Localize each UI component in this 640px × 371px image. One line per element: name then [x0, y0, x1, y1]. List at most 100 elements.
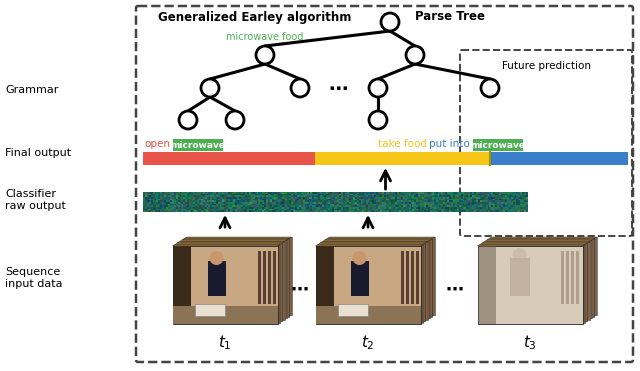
- Circle shape: [406, 46, 424, 64]
- Polygon shape: [320, 242, 428, 243]
- Bar: [410, 251, 413, 304]
- Bar: [561, 251, 563, 304]
- Bar: [415, 251, 419, 304]
- Polygon shape: [592, 239, 594, 318]
- Text: open: open: [144, 139, 170, 149]
- Text: ⋯: ⋯: [446, 281, 464, 299]
- Polygon shape: [430, 239, 432, 318]
- Polygon shape: [325, 239, 432, 240]
- Circle shape: [353, 251, 367, 265]
- Text: Final output: Final output: [5, 148, 71, 158]
- Circle shape: [179, 111, 197, 129]
- Bar: [173, 246, 278, 324]
- Polygon shape: [587, 242, 589, 321]
- Bar: [330, 237, 435, 315]
- Text: put into: put into: [429, 139, 470, 149]
- Bar: [315, 152, 490, 165]
- Text: $t_2$: $t_2$: [361, 334, 375, 352]
- Bar: [490, 152, 628, 165]
- Polygon shape: [428, 240, 430, 319]
- Polygon shape: [589, 240, 592, 319]
- Bar: [320, 243, 425, 321]
- Bar: [177, 243, 282, 321]
- Bar: [182, 240, 287, 318]
- Polygon shape: [487, 239, 594, 240]
- Text: Future prediction: Future prediction: [502, 61, 591, 71]
- Polygon shape: [323, 240, 430, 242]
- Bar: [316, 306, 420, 324]
- Bar: [195, 304, 225, 316]
- Bar: [257, 251, 260, 304]
- Polygon shape: [179, 240, 287, 242]
- Bar: [406, 251, 408, 304]
- Polygon shape: [287, 239, 289, 318]
- Polygon shape: [175, 243, 282, 244]
- Bar: [186, 237, 291, 315]
- Text: Sequence
input data: Sequence input data: [5, 267, 63, 289]
- Polygon shape: [585, 243, 587, 322]
- Polygon shape: [480, 243, 587, 244]
- Bar: [566, 251, 568, 304]
- Text: microwave: microwave: [170, 141, 225, 150]
- Circle shape: [481, 79, 499, 97]
- Bar: [316, 246, 333, 324]
- Bar: [477, 246, 495, 324]
- Bar: [489, 239, 594, 316]
- Bar: [173, 246, 191, 324]
- Polygon shape: [318, 243, 425, 244]
- Polygon shape: [316, 244, 423, 246]
- Bar: [318, 244, 423, 322]
- Text: ⋯: ⋯: [328, 81, 348, 99]
- Circle shape: [513, 248, 527, 262]
- Text: microwave food: microwave food: [227, 32, 304, 42]
- Bar: [273, 251, 275, 304]
- Polygon shape: [282, 242, 285, 321]
- Text: $t_1$: $t_1$: [218, 334, 232, 352]
- Bar: [570, 251, 573, 304]
- Polygon shape: [482, 242, 589, 243]
- Bar: [175, 244, 280, 322]
- Bar: [487, 240, 592, 318]
- Polygon shape: [420, 244, 423, 324]
- Polygon shape: [582, 244, 585, 324]
- Polygon shape: [285, 240, 287, 319]
- Bar: [575, 251, 579, 304]
- Bar: [173, 139, 223, 151]
- Polygon shape: [484, 240, 592, 242]
- Polygon shape: [489, 237, 596, 239]
- Polygon shape: [177, 242, 285, 243]
- Circle shape: [291, 79, 309, 97]
- Bar: [262, 251, 266, 304]
- Polygon shape: [280, 243, 282, 322]
- Polygon shape: [594, 237, 596, 316]
- Bar: [509, 258, 529, 296]
- Bar: [484, 242, 589, 319]
- Circle shape: [201, 79, 219, 97]
- Text: Grammar: Grammar: [5, 85, 58, 95]
- Polygon shape: [477, 244, 585, 246]
- Bar: [337, 304, 367, 316]
- Text: Classifier
raw output: Classifier raw output: [5, 189, 66, 211]
- Bar: [143, 152, 315, 165]
- Bar: [492, 237, 596, 315]
- Circle shape: [256, 46, 274, 64]
- Text: take food: take food: [378, 139, 427, 149]
- Bar: [351, 261, 369, 296]
- Bar: [268, 251, 271, 304]
- Polygon shape: [173, 244, 280, 246]
- Bar: [480, 244, 585, 322]
- Polygon shape: [278, 244, 280, 324]
- Bar: [173, 306, 278, 324]
- Circle shape: [369, 79, 387, 97]
- Text: microwave: microwave: [470, 141, 525, 150]
- Polygon shape: [432, 237, 435, 316]
- Circle shape: [369, 111, 387, 129]
- Bar: [184, 239, 289, 316]
- Polygon shape: [425, 242, 428, 321]
- Bar: [316, 246, 420, 324]
- Bar: [401, 251, 403, 304]
- Bar: [482, 243, 587, 321]
- Bar: [323, 242, 428, 319]
- Bar: [207, 261, 225, 296]
- Text: ⋯: ⋯: [291, 281, 309, 299]
